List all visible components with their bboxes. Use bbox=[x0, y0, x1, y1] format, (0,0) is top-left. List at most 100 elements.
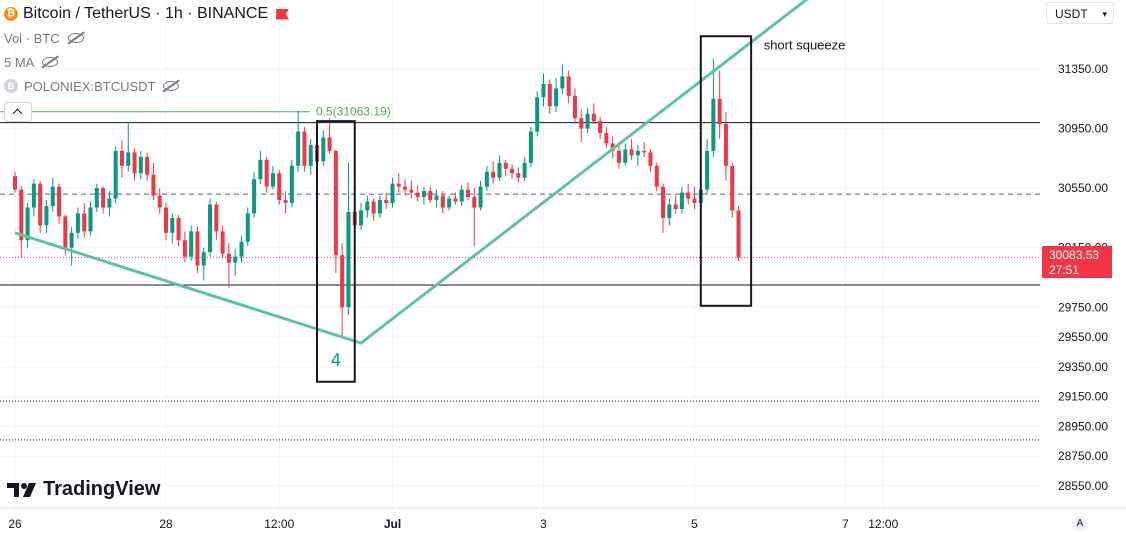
candle-body bbox=[220, 231, 225, 254]
candle-body bbox=[126, 152, 131, 166]
candle-body bbox=[635, 150, 640, 156]
collapse-legend-button[interactable] bbox=[4, 102, 32, 122]
candle-body bbox=[226, 253, 231, 263]
price-tick-label: 31350.00 bbox=[1058, 62, 1108, 76]
trendline bbox=[14, 0, 809, 345]
horizontal-levels: 0.5(31063.19) bbox=[0, 105, 1040, 441]
eye-off-icon[interactable] bbox=[163, 81, 180, 91]
candle-down bbox=[579, 109, 584, 142]
candle-body bbox=[428, 191, 433, 201]
candle-body bbox=[453, 198, 458, 202]
time-axis: 26 28 12:00 Jul 3 5 7 12:00 bbox=[0, 507, 1126, 531]
candle-down bbox=[648, 149, 653, 172]
candle-body bbox=[302, 131, 307, 166]
candles bbox=[13, 58, 741, 339]
candle-body bbox=[69, 232, 74, 248]
candle-body bbox=[717, 98, 722, 125]
candle-body bbox=[516, 173, 521, 178]
candle-body bbox=[233, 256, 238, 263]
candle-up bbox=[308, 138, 313, 175]
candle-up bbox=[75, 207, 80, 239]
candle-up bbox=[478, 180, 483, 211]
price-tick-label: 28750.00 bbox=[1058, 449, 1108, 463]
currency-select[interactable]: USDT ▾ bbox=[1046, 2, 1114, 24]
candle-body bbox=[478, 186, 483, 208]
symbol-row[interactable]: ₿ Bitcoin / TetherUS · 1h · BINANCE bbox=[4, 2, 290, 26]
chart-legend: ₿ Bitcoin / TetherUS · 1h · BINANCE Vol … bbox=[4, 2, 290, 122]
candle-body bbox=[459, 189, 464, 202]
candle-body bbox=[554, 88, 559, 107]
candle-body bbox=[591, 113, 596, 122]
auto-scale-button[interactable]: A bbox=[1072, 516, 1088, 532]
candle-up bbox=[535, 91, 540, 137]
candle-body bbox=[31, 183, 36, 208]
candle-up bbox=[346, 162, 351, 315]
candle-body bbox=[705, 150, 710, 190]
candle-body bbox=[535, 97, 540, 132]
candle-down bbox=[19, 186, 24, 259]
candle-down bbox=[396, 173, 401, 193]
time-tick-label: Jul bbox=[384, 517, 401, 531]
candle-body bbox=[403, 186, 408, 190]
candle-up bbox=[94, 183, 99, 212]
candle-body bbox=[579, 118, 584, 129]
candle-up bbox=[126, 122, 131, 172]
candle-body bbox=[264, 159, 269, 187]
fib-level-label: 0.5(31063.19) bbox=[316, 105, 391, 119]
candle-up bbox=[208, 198, 213, 257]
candle-body bbox=[648, 152, 653, 166]
candle-up bbox=[31, 179, 36, 217]
candle-up bbox=[107, 191, 112, 217]
candle-down bbox=[591, 103, 596, 125]
candle-down bbox=[453, 192, 458, 205]
candle-down bbox=[717, 70, 722, 139]
candle-up bbox=[233, 249, 238, 277]
candle-body bbox=[692, 198, 697, 204]
candle-body bbox=[308, 144, 313, 166]
candle-body bbox=[176, 217, 181, 241]
eye-off-icon[interactable] bbox=[67, 33, 84, 43]
candle-up bbox=[623, 143, 628, 166]
flag-icon[interactable] bbox=[276, 8, 290, 20]
candle-body bbox=[145, 156, 150, 175]
candle-body bbox=[182, 240, 187, 257]
candle-up bbox=[258, 150, 263, 184]
candle-up bbox=[25, 203, 30, 248]
candle-body bbox=[44, 206, 49, 226]
candle-body bbox=[566, 76, 571, 96]
candle-down bbox=[642, 141, 647, 157]
last-price-tag: 30083.53 27:51 bbox=[1042, 246, 1112, 278]
volume-row[interactable]: Vol · BTC bbox=[4, 26, 289, 50]
candle-body bbox=[258, 159, 263, 180]
candle-up bbox=[365, 195, 370, 218]
bitcoin-icon: B bbox=[4, 79, 18, 93]
candle-down bbox=[572, 88, 577, 125]
candle-down bbox=[176, 214, 181, 247]
candle-down bbox=[428, 186, 433, 204]
candle-body bbox=[434, 195, 439, 201]
eye-off-icon[interactable] bbox=[42, 57, 59, 67]
candle-up bbox=[528, 127, 533, 168]
candle-body bbox=[466, 189, 470, 198]
candle-body bbox=[679, 192, 684, 209]
candle-up bbox=[296, 110, 301, 172]
candle-body bbox=[390, 183, 395, 204]
candle-down bbox=[409, 180, 414, 199]
compare-row[interactable]: B POLONIEX:BTCUSDT bbox=[4, 74, 289, 98]
candle-up bbox=[585, 107, 590, 134]
wave-label: 4 bbox=[331, 350, 341, 370]
candle-down bbox=[283, 191, 288, 214]
candle-down bbox=[157, 188, 162, 214]
candle-body bbox=[440, 195, 445, 208]
bitcoin-icon: ₿ bbox=[4, 7, 18, 21]
tradingview-logo[interactable]: TradingView bbox=[7, 478, 160, 501]
candle-down bbox=[340, 243, 345, 339]
wave-4-box bbox=[316, 120, 356, 383]
candle-body bbox=[75, 213, 80, 233]
candle-up bbox=[359, 203, 364, 230]
candle-up bbox=[88, 201, 93, 236]
candle-up bbox=[270, 165, 275, 190]
drawings: 4 short squeeze bbox=[14, 0, 845, 383]
ma-row[interactable]: 5 MA bbox=[4, 50, 289, 74]
candle-body bbox=[138, 156, 143, 174]
